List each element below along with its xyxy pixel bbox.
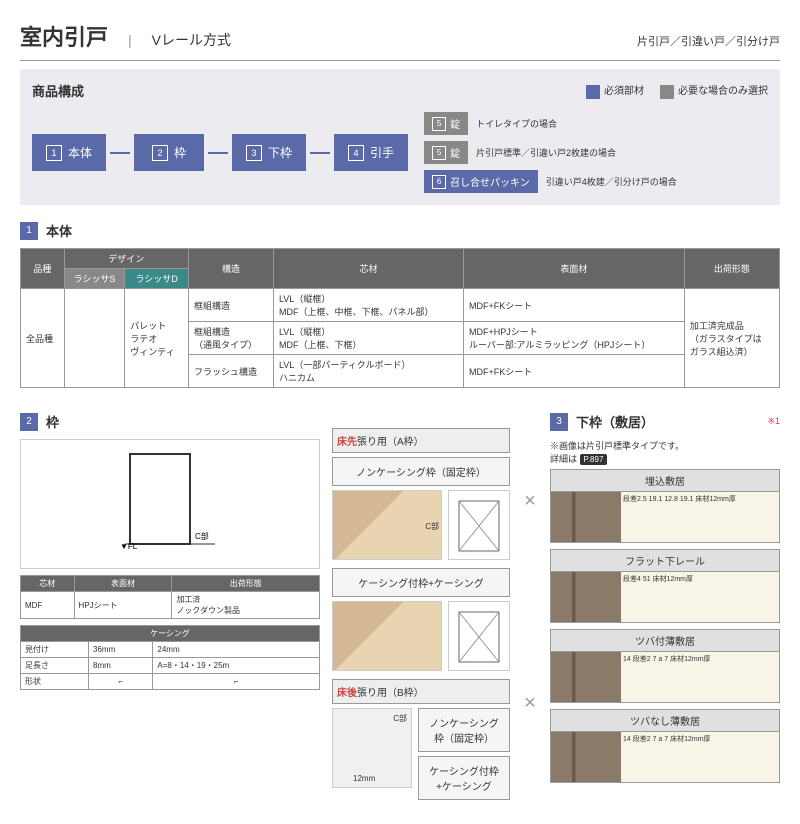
frame-a-opt-2: ケーシング付枠+ケーシング xyxy=(332,568,510,597)
frame-a-label: 床先張り用（A枠） xyxy=(332,428,510,453)
casing-table: ケーシング 見付け36mm24mm 足長さ8mmA=8・14・19・25m 形状… xyxy=(20,625,320,690)
flow-box-2: 2枠 xyxy=(134,134,204,171)
sill-dimensions: 14 段差2 7 a 7 床材12mm厚 xyxy=(621,732,779,782)
frame-b-opt-1: ノンケーシング枠（固定枠） xyxy=(418,708,510,752)
sill-photo xyxy=(551,572,621,622)
frame-column: 2 枠 ▼FL C部 芯材表面材出荷形態 MDFHPJシート加工済 ノックダウン製… xyxy=(20,400,320,804)
flow-branches: 5錠トイレタイプの場合 5錠片引戸標準／引違い戸2枚建の場合 6召し合せパッキン… xyxy=(424,112,677,193)
page-title: 室内引戸 xyxy=(20,20,108,52)
legend-optional-label: 必要な場合のみ選択 xyxy=(678,86,768,97)
legend-optional-swatch xyxy=(660,85,674,99)
sill-title: 埋込敷居 xyxy=(550,469,780,492)
body-spec-table: 品種 デザイン 構造 芯材 表面材 出荷形態 ラシッサS ラシッサD 全品種 パ… xyxy=(20,248,780,388)
multiply-icon: × xyxy=(524,490,536,513)
branch-lock-2: 5錠 xyxy=(424,141,468,164)
branch-lock-1: 5錠 xyxy=(424,112,468,135)
section-3-note: ※画像は片引戸標準タイプです。 詳細は P.897 xyxy=(550,439,780,465)
composition-flow: 1本体 2枠 3下枠 4引手 5錠トイレタイプの場合 5錠片引戸標準／引違い戸2… xyxy=(32,112,768,193)
frame-diagram: ▼FL C部 xyxy=(20,439,320,569)
sill-item: ツバ付薄敷居14 段差2 7 a 7 床材12mm厚 xyxy=(550,629,780,703)
door-types: 片引戸／引違い戸／引分け戸 xyxy=(637,33,780,49)
legend: 必須部材 必要な場合のみ選択 xyxy=(586,82,768,98)
sill-title: フラット下レール xyxy=(550,549,780,572)
legend-required-swatch xyxy=(586,85,600,99)
flow-box-1: 1本体 xyxy=(32,134,106,171)
frame-b-opt-2: ケーシング付枠+ケーシング xyxy=(418,756,510,800)
sill-dimensions: 14 段差2 7 a 7 床材12mm厚 xyxy=(621,652,779,702)
section-1-num: 1 xyxy=(20,222,38,240)
frame-material-table: 芯材表面材出荷形態 MDFHPJシート加工済 ノックダウン製品 xyxy=(20,575,320,619)
sill-photo xyxy=(551,652,621,702)
frame-a-diag-1 xyxy=(448,490,510,560)
page-subtitle: Vレール方式 xyxy=(152,30,231,50)
svg-text:C部: C部 xyxy=(195,531,209,541)
sill-item: ツバなし薄敷居14 段差2 7 a 7 床材12mm厚 xyxy=(550,709,780,783)
branch-packing: 6召し合せパッキン xyxy=(424,170,538,193)
frame-b-diag: C部 12mm xyxy=(332,708,412,788)
sill-column: 3 下枠（敷居） ※1 ※画像は片引戸標準タイプです。 詳細は P.897 埋込… xyxy=(550,400,780,804)
legend-required-label: 必須部材 xyxy=(604,86,644,97)
frame-a-photo-1: C部 xyxy=(332,490,442,560)
composition-title: 商品構成 xyxy=(32,81,84,100)
flow-box-4: 4引手 xyxy=(334,134,408,171)
sill-dimensions: 段差4 51 床材12mm厚 xyxy=(621,572,779,622)
sill-dimensions: 段差2.5 19.1 12.8 19.1 床材12mm厚 xyxy=(621,492,779,542)
section-2-header: 2 枠 xyxy=(20,412,320,431)
frame-a-photo-2 xyxy=(332,601,442,671)
frame-options-column: 床先張り用（A枠） ノンケーシング枠（固定枠） C部 ケーシング付枠+ケーシング… xyxy=(332,400,510,804)
title-separator: | xyxy=(128,32,132,48)
multiply-icon: × xyxy=(524,692,536,715)
page-header: 室内引戸 | Vレール方式 片引戸／引違い戸／引分け戸 xyxy=(20,20,780,61)
sill-title: ツバ付薄敷居 xyxy=(550,629,780,652)
section-3-header: 3 下枠（敷居） ※1 xyxy=(550,412,780,431)
section-1-title: 本体 xyxy=(46,221,72,240)
sill-photo xyxy=(551,492,621,542)
composition-panel: 商品構成 必須部材 必要な場合のみ選択 1本体 2枠 3下枠 4引手 5錠トイレ… xyxy=(20,69,780,205)
flow-box-3: 3下枠 xyxy=(232,134,306,171)
svg-text:▼FL: ▼FL xyxy=(120,542,138,551)
frame-a-diag-2 xyxy=(448,601,510,671)
frame-b-label: 床後張り用（B枠） xyxy=(332,679,510,704)
sill-title: ツバなし薄敷居 xyxy=(550,709,780,732)
section-1-header: 1 本体 xyxy=(20,221,780,240)
sill-photo xyxy=(551,732,621,782)
sill-item: フラット下レール段差4 51 床材12mm厚 xyxy=(550,549,780,623)
sill-item: 埋込敷居段差2.5 19.1 12.8 19.1 床材12mm厚 xyxy=(550,469,780,543)
frame-a-opt-1: ノンケーシング枠（固定枠） xyxy=(332,457,510,486)
